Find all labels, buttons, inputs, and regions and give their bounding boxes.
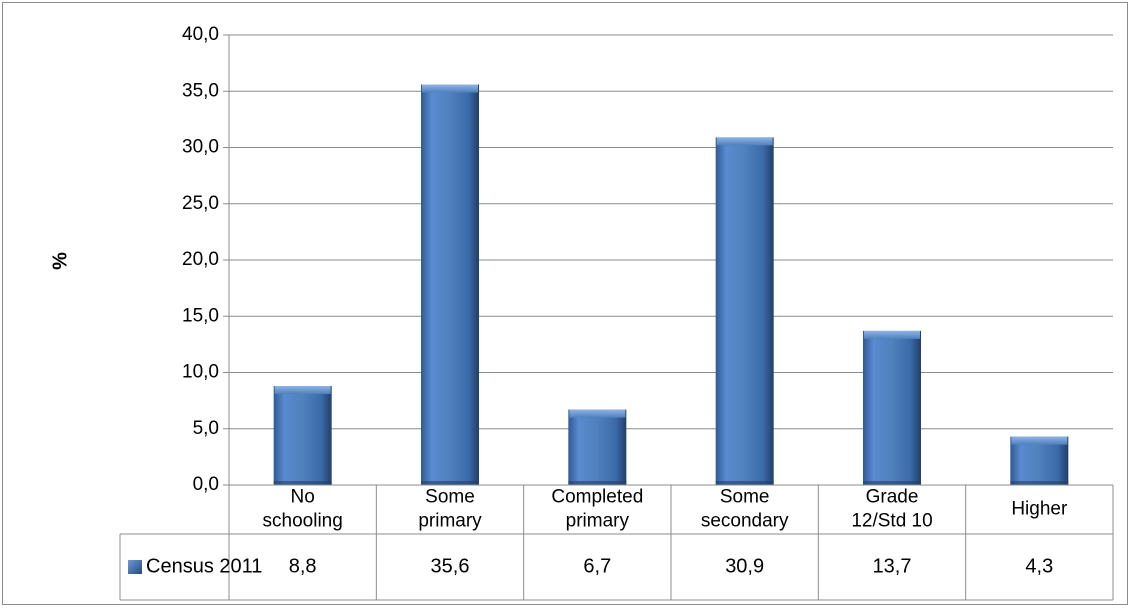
bar-cap	[864, 330, 920, 339]
category-label: Higher	[1011, 499, 1068, 520]
bar-cap	[716, 137, 773, 146]
category-label-line: schooling	[263, 511, 343, 532]
y-axis-label: %	[49, 252, 71, 270]
bar-body	[715, 137, 774, 485]
gridlines	[223, 34, 1113, 486]
bar-chart: % 0,0 5,0 10,0 15,0 20,0 25,0 30,0 35,0 40,0 No s…	[49, 24, 1114, 601]
data-value-label: 30,9	[725, 555, 764, 577]
bar-body	[568, 409, 627, 485]
bar-base	[273, 481, 332, 485]
y-tick-label: 0,0	[193, 474, 219, 495]
category-label-line: secondary	[701, 511, 789, 532]
bar-base	[1010, 481, 1069, 485]
category-label-line: Higher	[1011, 499, 1068, 520]
bar-base	[715, 481, 774, 485]
data-value-label: 4,3	[1025, 555, 1053, 577]
category-label: Completed primary	[551, 487, 643, 532]
category-label-line: No	[291, 487, 315, 508]
bar-body	[863, 330, 921, 485]
category-label: Some secondary	[701, 487, 789, 532]
y-tick-label: 25,0	[182, 193, 219, 214]
data-value-label: 6,7	[583, 555, 611, 577]
bar-cap	[422, 84, 478, 93]
category-label-line: primary	[418, 511, 482, 532]
bar	[568, 409, 627, 485]
data-value-label: 13,7	[873, 555, 912, 577]
category-label-line: Grade	[866, 487, 919, 508]
bar-base	[863, 481, 921, 485]
bar-cap	[569, 409, 626, 418]
y-tick-label: 40,0	[182, 24, 219, 45]
category-label: Some primary	[418, 487, 482, 532]
data-value-label: 35,6	[431, 555, 470, 577]
bar	[1010, 436, 1069, 485]
legend-series-name: Census 2011	[146, 555, 262, 577]
bar-base	[568, 481, 627, 485]
category-label: Grade 12/Std 10	[851, 487, 932, 532]
category-label-line: primary	[566, 511, 630, 532]
bars	[273, 84, 1069, 485]
y-tick-label: 30,0	[182, 137, 219, 158]
y-tick-labels: 0,0 5,0 10,0 15,0 20,0 25,0 30,0 35,0 40,0	[182, 24, 219, 495]
y-tick-label: 10,0	[182, 362, 219, 383]
bar	[863, 330, 921, 485]
bar-body	[421, 84, 479, 485]
y-tick-label: 20,0	[182, 249, 219, 270]
bar-body	[273, 386, 332, 485]
bar	[273, 386, 332, 485]
category-label-line: Some	[425, 487, 475, 508]
bar-cap	[274, 386, 331, 394]
bar-cap	[1011, 436, 1068, 445]
y-tick-label: 35,0	[182, 80, 219, 101]
data-value-label: 8,8	[289, 555, 317, 577]
bar	[715, 137, 774, 485]
bar	[421, 84, 479, 485]
bar-base	[421, 481, 479, 485]
category-label-line: Some	[720, 487, 770, 508]
category-label-line: Completed	[551, 487, 643, 508]
category-label: No schooling	[263, 487, 343, 532]
category-label-line: 12/Std 10	[851, 511, 932, 532]
y-tick-label: 15,0	[182, 305, 219, 326]
y-tick-label: 5,0	[193, 418, 219, 439]
legend-swatch	[128, 560, 142, 574]
bar-body	[1010, 436, 1069, 485]
